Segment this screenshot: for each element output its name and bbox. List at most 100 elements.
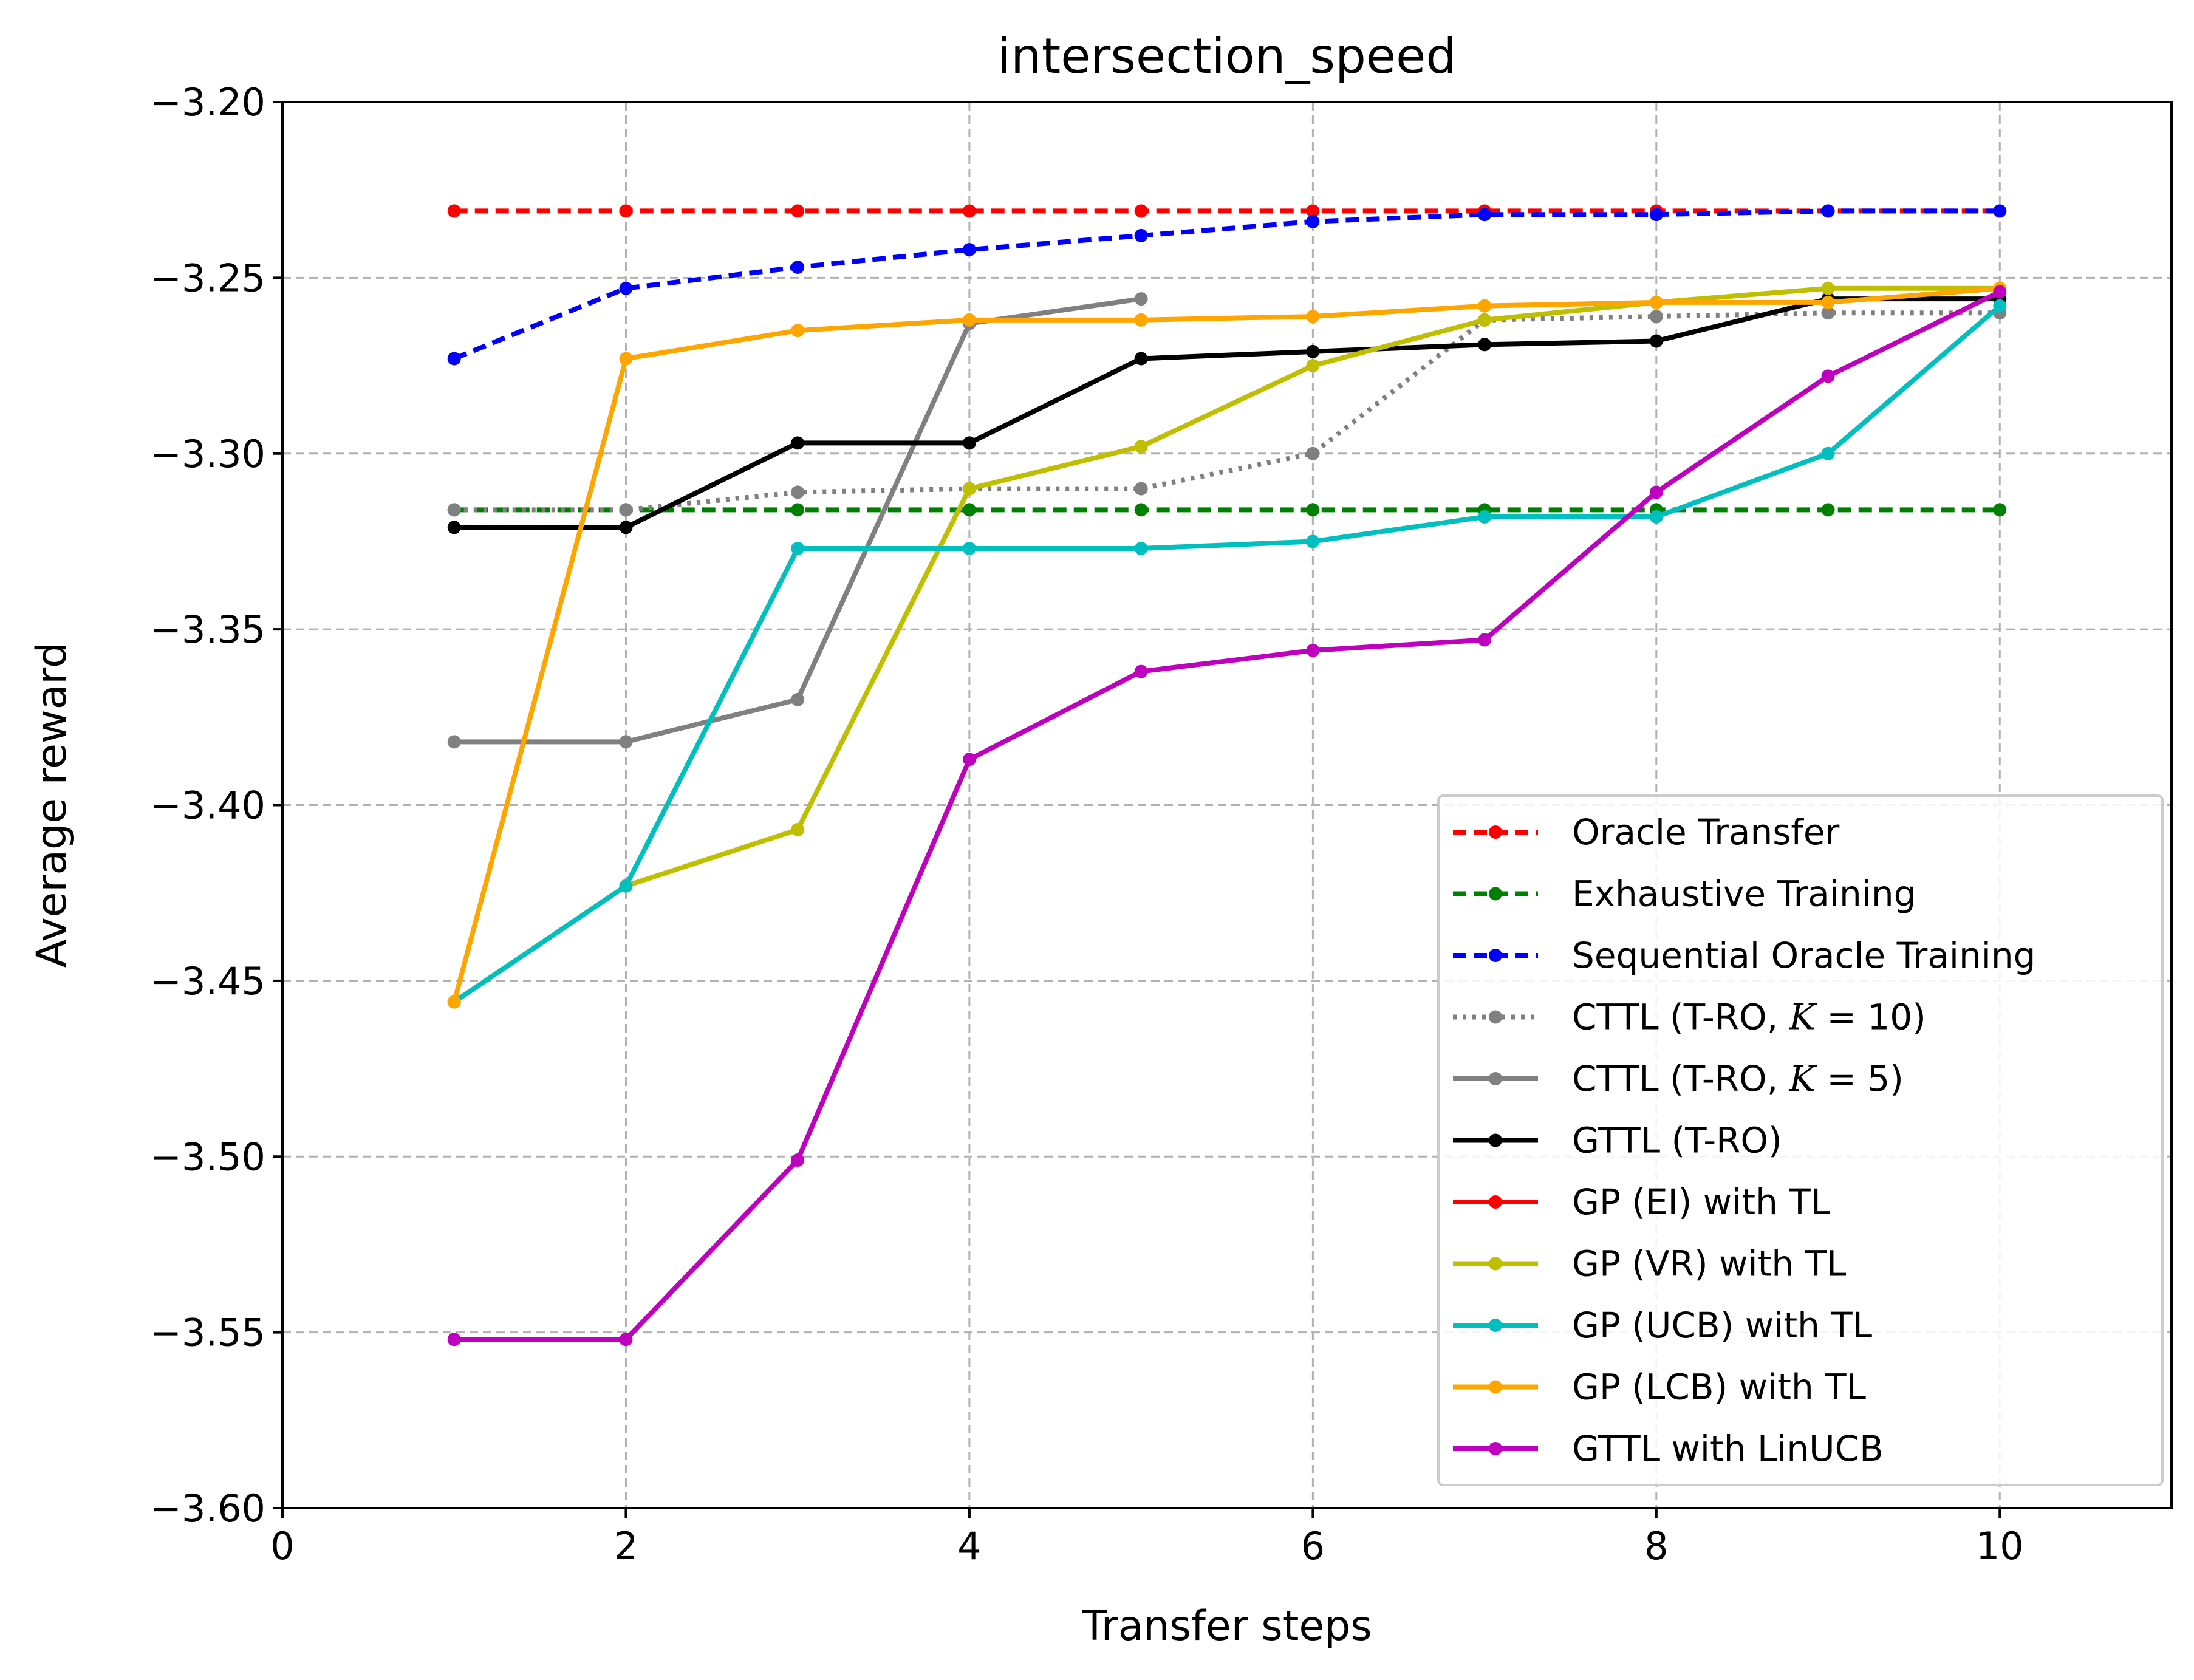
x-tick-label: 2 [614, 1524, 638, 1568]
data-point [962, 436, 976, 450]
data-point [1306, 534, 1320, 548]
y-tick-label: −3.60 [150, 1486, 265, 1531]
data-point [1306, 643, 1320, 657]
data-point [1134, 352, 1148, 366]
series-line [454, 296, 2000, 530]
data-point [1821, 306, 1835, 320]
data-point [447, 503, 461, 517]
data-point [1821, 446, 1835, 460]
data-point [619, 735, 633, 749]
legend-label: GTTL (T-RO) [1572, 1120, 1782, 1161]
data-point [1478, 208, 1492, 222]
data-point [1993, 503, 2007, 517]
legend-swatch-marker [1489, 949, 1502, 962]
data-point [962, 204, 976, 218]
legend-swatch-marker [1489, 1442, 1502, 1455]
data-point [1993, 285, 2007, 299]
data-point [1134, 204, 1148, 218]
data-point [1134, 292, 1148, 306]
legend-swatch-marker [1489, 1195, 1502, 1209]
data-point [1649, 485, 1663, 499]
data-point [1821, 503, 1835, 517]
chart-title: intersection_speed [997, 28, 1457, 84]
x-tick-label: 8 [1644, 1524, 1668, 1568]
data-point [1821, 204, 1835, 218]
legend-swatch-marker [1489, 887, 1502, 901]
series-line [454, 289, 2001, 1342]
legend-label: CTTL (T-RO, K = 10) [1572, 997, 1926, 1038]
data-point [447, 521, 461, 534]
data-point [1306, 204, 1320, 218]
data-point [1134, 482, 1148, 496]
data-point [962, 243, 976, 257]
data-point [619, 1333, 633, 1347]
x-tick-label: 0 [270, 1524, 294, 1568]
y-tick-label: −3.55 [150, 1311, 265, 1355]
series-lines [447, 204, 2007, 1347]
data-point [619, 204, 633, 218]
data-point [791, 324, 805, 338]
data-point [1821, 281, 1835, 295]
data-point [1649, 208, 1663, 222]
data-point [447, 1333, 461, 1347]
data-point [1306, 503, 1320, 517]
data-point [791, 485, 805, 499]
legend-label: Sequential Oracle Training [1572, 935, 2036, 976]
data-point [1478, 510, 1492, 524]
data-point [962, 482, 976, 496]
data-point [791, 823, 805, 837]
data-point [791, 204, 805, 218]
data-point [447, 352, 461, 366]
legend-item: GTTL with LinUCB [1453, 1428, 1884, 1469]
data-point [1821, 295, 1835, 309]
data-point [1134, 542, 1148, 556]
data-point [1821, 369, 1835, 383]
legend: Oracle Transfer Exhaustive Training Sequen… [1437, 794, 2164, 1486]
data-point [791, 261, 805, 275]
series-line [453, 285, 2000, 1004]
y-tick-label: −3.50 [150, 1135, 265, 1179]
data-point [791, 503, 805, 517]
data-point [619, 521, 633, 534]
legend-label: Exhaustive Training [1572, 873, 1916, 915]
data-point [1478, 338, 1492, 352]
series-line [453, 304, 2001, 1004]
legend-item: Oracle Transfer [1453, 811, 1840, 853]
series-group [447, 285, 2007, 1347]
y-tick-label: −3.40 [150, 784, 265, 828]
data-point [962, 753, 976, 767]
data-point [791, 436, 805, 450]
legend-swatch-marker [1489, 825, 1502, 839]
y-tick-label: −3.25 [150, 256, 265, 300]
data-point [619, 879, 633, 893]
data-point [1993, 204, 2007, 218]
data-point [1649, 295, 1663, 309]
data-point [447, 204, 461, 218]
legend-item: GP (EI) with TL [1453, 1181, 1830, 1223]
data-point [1134, 503, 1148, 517]
legend-item: Sequential Oracle Training [1453, 935, 2036, 976]
legend-item: Exhaustive Training [1453, 873, 1916, 915]
data-point [619, 352, 633, 366]
series-group [447, 299, 2007, 1009]
legend-item: GP (VR) with TL [1453, 1243, 1846, 1285]
legend-label: Oracle Transfer [1572, 811, 1840, 853]
legend-swatch-marker [1489, 1010, 1502, 1024]
y-tick-label: −3.30 [150, 432, 265, 476]
data-point [962, 503, 976, 517]
legend-label: GP (LCB) with TL [1572, 1367, 1866, 1408]
data-point [619, 503, 633, 517]
series-group [447, 204, 2007, 366]
data-point [1649, 334, 1663, 348]
y-tick-label: −3.20 [150, 80, 265, 125]
data-point [1134, 313, 1148, 327]
y-tick-label: −3.35 [150, 607, 265, 652]
series-line [453, 208, 2000, 361]
legend-item: GP (UCB) with TL [1453, 1305, 1872, 1346]
data-point [1478, 313, 1492, 327]
legend-item: GTTL (T-RO) [1453, 1120, 1782, 1161]
data-point [447, 735, 461, 749]
legend-label: GTTL with LinUCB [1572, 1428, 1884, 1469]
data-point [1134, 228, 1148, 242]
